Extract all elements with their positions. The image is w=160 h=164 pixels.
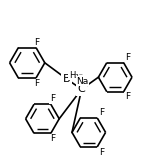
Text: F: F: [125, 92, 130, 101]
Text: F: F: [125, 53, 130, 62]
Text: F: F: [50, 134, 55, 143]
Text: F: F: [34, 79, 40, 88]
Text: B: B: [63, 74, 70, 84]
Text: H₂⁻: H₂⁻: [69, 71, 83, 80]
Text: F: F: [99, 108, 104, 117]
Text: F: F: [99, 148, 104, 157]
Text: F: F: [34, 38, 40, 47]
Text: F: F: [50, 94, 55, 103]
Text: C: C: [78, 84, 85, 94]
Text: Na: Na: [76, 77, 88, 86]
